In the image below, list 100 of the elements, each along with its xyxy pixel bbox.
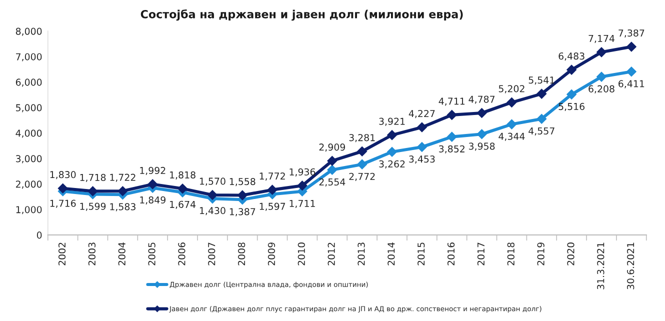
point [596, 72, 606, 82]
data-label: 3,852 [439, 145, 464, 154]
data-label: 1,772 [260, 172, 285, 181]
data-label: 1,387 [230, 208, 256, 216]
point [417, 122, 427, 132]
data-label: 4,711 [438, 98, 465, 106]
data-label: 1,849 [140, 196, 166, 204]
data-label: 6,483 [558, 52, 584, 61]
x-tick-label: 2020 [567, 242, 574, 266]
y-tick-label: 4,000 [16, 130, 42, 138]
point [88, 186, 98, 196]
point [626, 66, 636, 77]
data-label: 4,557 [528, 127, 554, 136]
data-label: 1,597 [260, 202, 286, 211]
x-tick-label: 2013 [358, 242, 365, 266]
data-label: 1,722 [110, 174, 136, 182]
data-label: 3,921 [379, 118, 405, 126]
point [476, 108, 487, 118]
x-tick-label: 2014 [388, 242, 395, 266]
x-tick-label: 2018 [507, 242, 514, 266]
x-tick-label: 30.6.2021 [627, 242, 634, 290]
y-tick-label: 5,000 [16, 104, 42, 112]
y-tick-label: 0 [36, 232, 42, 239]
y-tick-label: 3,000 [16, 155, 42, 164]
data-label: 3,281 [349, 134, 375, 142]
x-tick-label: 2017 [477, 242, 485, 266]
data-label: 4,344 [498, 132, 525, 141]
point [536, 114, 547, 124]
data-label: 1,583 [110, 203, 136, 212]
x-tick-label: 2002 [58, 242, 66, 266]
x-tick-label: 2008 [238, 242, 246, 266]
data-label: 4,227 [408, 110, 435, 118]
x-tick-label: 2016 [447, 242, 455, 266]
point [178, 184, 188, 194]
data-label: 1,674 [170, 200, 196, 209]
data-label: 1,711 [290, 200, 315, 208]
point [267, 184, 278, 195]
point [476, 129, 487, 140]
x-tick-label: 2015 [418, 242, 425, 266]
point [387, 130, 397, 140]
data-label: 6,411 [618, 80, 644, 88]
point [118, 186, 128, 196]
data-label: 5,202 [498, 85, 524, 94]
point [237, 190, 248, 200]
data-label: 1,430 [200, 207, 226, 216]
data-label: 1,830 [50, 171, 76, 180]
x-tick-label: 31.3.2021 [597, 242, 604, 290]
data-label: 3,453 [409, 155, 435, 164]
x-tick-label: 2003 [88, 242, 96, 266]
point [417, 142, 427, 152]
x-tick-label: 2006 [178, 242, 186, 266]
data-label: 3,262 [379, 160, 405, 168]
data-label: 2,554 [319, 178, 346, 187]
data-label: 1,936 [290, 168, 316, 176]
point [566, 64, 577, 75]
data-label: 1,570 [200, 178, 226, 186]
point [446, 132, 457, 142]
data-label: 2,909 [319, 144, 346, 152]
point [446, 110, 457, 120]
x-tick-label: 2009 [268, 242, 276, 266]
point [297, 180, 308, 191]
data-label: 1,992 [140, 166, 166, 176]
y-tick-label: 1,000 [16, 206, 42, 214]
point [626, 42, 636, 52]
point [536, 88, 547, 99]
data-label: 1,558 [230, 178, 256, 186]
y-tick-label: 6,000 [16, 78, 42, 87]
point [387, 146, 397, 157]
point [506, 97, 517, 108]
data-label: 1,718 [80, 174, 106, 182]
x-tick-label: 2004 [118, 242, 126, 266]
x-tick-label: 2005 [148, 242, 156, 266]
x-tick-label: 2019 [537, 242, 544, 266]
point [566, 89, 577, 100]
data-label: 7,174 [588, 35, 614, 43]
data-label: 5,516 [558, 102, 584, 112]
data-label: 4,787 [468, 96, 495, 104]
data-label: 3,958 [468, 142, 495, 151]
point [208, 190, 218, 200]
point [327, 164, 338, 175]
chart-title: Состојба на државен и јавен долг (милиони евра) [140, 9, 463, 21]
point [357, 146, 368, 156]
data-label: 1,716 [50, 200, 76, 208]
point [357, 159, 368, 170]
y-tick-label: 2,000 [16, 180, 42, 189]
data-label: 2,772 [349, 172, 375, 181]
y-tick-label: 8,000 [16, 28, 42, 36]
point [58, 183, 68, 194]
point [327, 156, 338, 166]
data-label: 5,541 [528, 76, 554, 85]
x-tick-label: 2012 [328, 242, 335, 266]
point [506, 119, 517, 130]
data-label: 7,387 [618, 29, 644, 38]
data-label: 1,818 [170, 171, 196, 180]
point [596, 47, 606, 58]
data-label: 6,208 [588, 85, 614, 94]
point [148, 179, 158, 190]
data-label: 1,599 [80, 202, 106, 211]
x-tick-label: 2007 [208, 242, 216, 266]
x-tick-label: 2010 [298, 242, 305, 266]
